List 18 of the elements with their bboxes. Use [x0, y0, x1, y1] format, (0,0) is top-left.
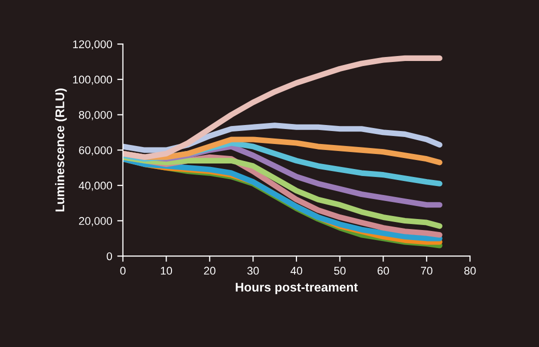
x-tick-label: 30 [247, 266, 259, 275]
x-tick-label: 0 [120, 266, 126, 275]
x-tick-label: 40 [290, 266, 302, 275]
x-tick-label: 80 [464, 266, 476, 275]
x-tick-label: 60 [378, 266, 389, 275]
y-tick-label: 80,000 [78, 111, 112, 120]
x-tick-label: 20 [204, 266, 216, 275]
y-tick-label: 40,000 [78, 182, 112, 191]
y-tick-label: 60,000 [79, 146, 112, 156]
y-axis-title: Luminescence (RLU) [55, 88, 67, 212]
y-tick-label: 20,000 [79, 217, 112, 226]
x-axis-title: Hours post-treament [236, 282, 358, 294]
y-tick-label: 120,000 [73, 40, 112, 50]
y-tick-label: 100,000 [73, 76, 112, 85]
x-tick-label: 70 [421, 266, 432, 275]
y-tick-label: 0 [106, 252, 112, 260]
x-tick-label: 50 [334, 266, 346, 275]
x-tick-label: 10 [160, 266, 172, 275]
